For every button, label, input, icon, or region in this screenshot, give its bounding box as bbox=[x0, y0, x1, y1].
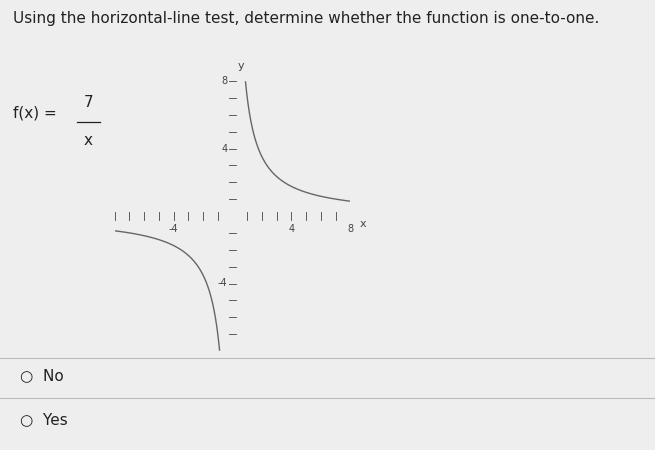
Text: -4: -4 bbox=[217, 279, 227, 288]
Text: 8: 8 bbox=[347, 224, 354, 234]
Text: 7: 7 bbox=[84, 95, 93, 110]
Text: ○  Yes: ○ Yes bbox=[20, 412, 67, 427]
Text: -4: -4 bbox=[169, 224, 178, 234]
Text: 4: 4 bbox=[221, 144, 227, 153]
Text: 8: 8 bbox=[221, 76, 227, 86]
Text: 4: 4 bbox=[288, 224, 295, 234]
Text: ○  No: ○ No bbox=[20, 368, 64, 383]
Text: f(x) =: f(x) = bbox=[13, 105, 62, 120]
Text: x: x bbox=[84, 133, 93, 148]
Text: Using the horizontal-line test, determine whether the function is one-to-one.: Using the horizontal-line test, determin… bbox=[13, 11, 599, 26]
Text: y: y bbox=[238, 61, 244, 71]
Text: x: x bbox=[359, 220, 366, 230]
